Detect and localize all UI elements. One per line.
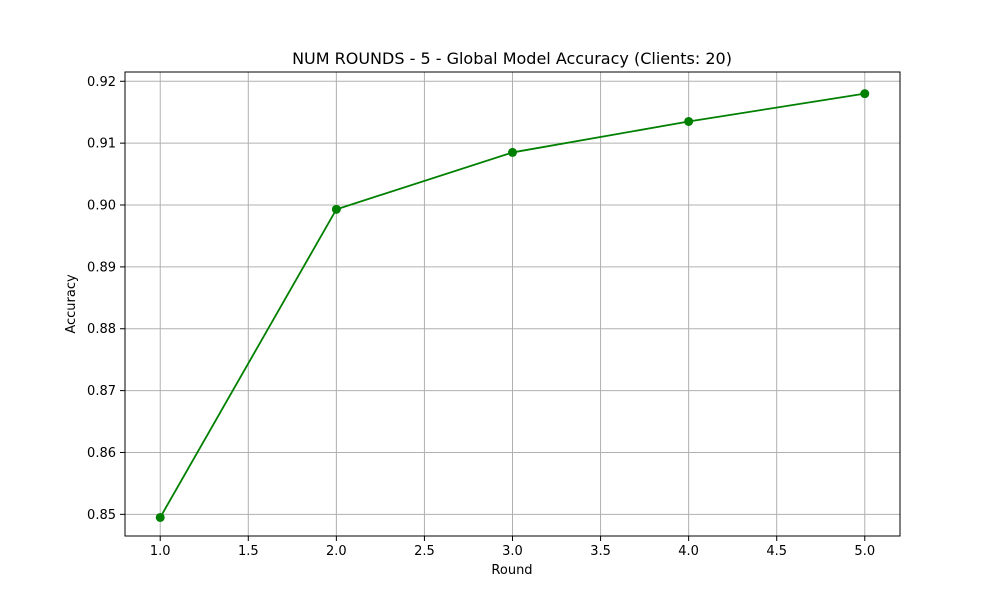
x-tick-label: 3.5 <box>590 544 611 559</box>
chart-title: NUM ROUNDS - 5 - Global Model Accuracy (… <box>292 49 732 68</box>
x-tick-label: 4.5 <box>766 544 787 559</box>
data-point-marker <box>684 116 694 126</box>
x-tick-label: 4.0 <box>678 544 699 559</box>
series-layer <box>155 89 870 522</box>
y-tick-label: 0.90 <box>87 199 116 214</box>
x-tick-label: 2.5 <box>414 544 435 559</box>
plot-frame <box>124 71 901 537</box>
data-point-marker <box>508 147 517 157</box>
x-axis-label: Round <box>491 563 532 578</box>
y-tick-label: 0.85 <box>87 508 116 523</box>
data-point-marker <box>331 204 341 214</box>
data-point-marker <box>860 89 870 99</box>
y-tick-label: 0.92 <box>87 75 116 90</box>
ticks-layer: 1.0 1.5 2.0 2.5 3.0 3.5 4.0 4.5 5.0 0.85 0.86 0.87 0… <box>87 75 875 559</box>
y-tick-label: 0.89 <box>87 260 116 275</box>
y-tick-label: 0.87 <box>87 384 116 399</box>
x-tick-label: 1.0 <box>150 544 171 559</box>
y-axis-label: Accuracy <box>64 274 79 334</box>
data-point-marker <box>155 512 165 522</box>
y-tick-label: 0.91 <box>87 137 116 152</box>
x-tick-label: 5.0 <box>854 544 875 559</box>
x-tick-label: 1.5 <box>238 544 259 559</box>
y-tick-label: 0.86 <box>87 446 116 461</box>
grid-layer <box>125 72 900 536</box>
x-tick-label: 2.0 <box>326 544 347 559</box>
y-tick-label: 0.88 <box>87 322 116 337</box>
x-tick-label: 3.0 <box>502 544 523 559</box>
